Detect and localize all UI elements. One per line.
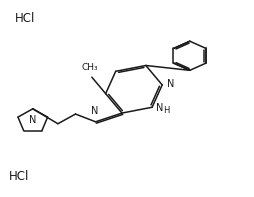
Text: N: N [29, 115, 37, 125]
Text: CH₃: CH₃ [82, 63, 98, 72]
Text: HCl: HCl [9, 170, 29, 183]
Text: HCl: HCl [15, 12, 36, 25]
Text: N: N [167, 79, 174, 89]
Text: N: N [91, 106, 98, 116]
Text: N: N [156, 103, 163, 113]
Text: H: H [163, 106, 169, 115]
